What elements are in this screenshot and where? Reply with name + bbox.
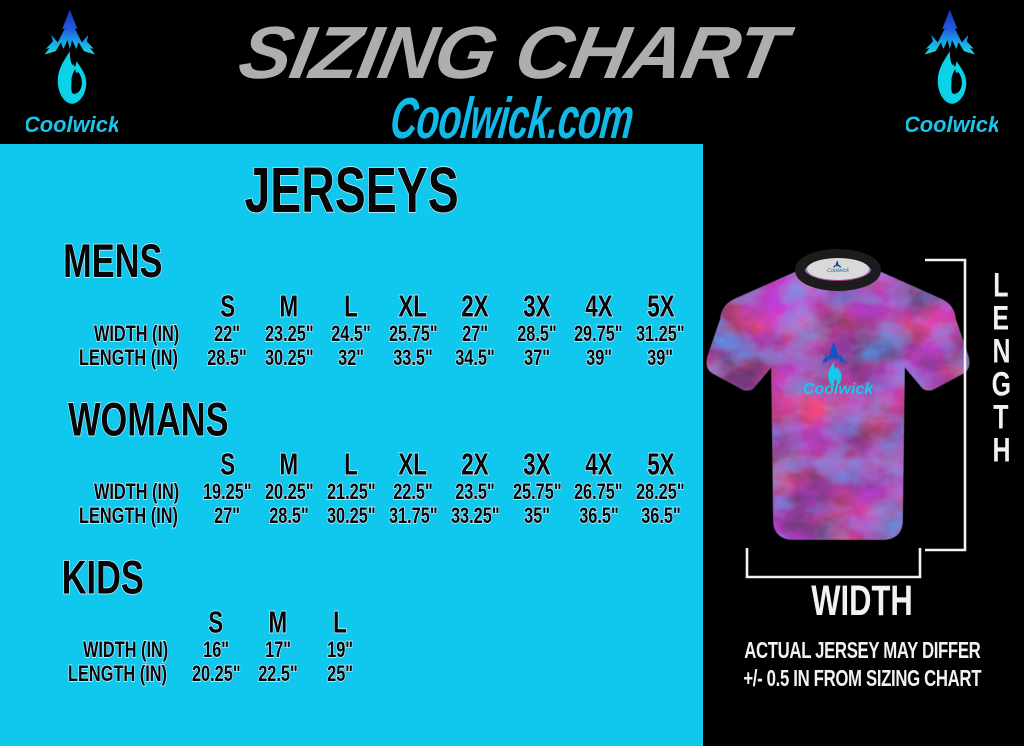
svg-text:Coolwick: Coolwick [827, 268, 849, 274]
svg-text:Coolwick: Coolwick [803, 381, 874, 398]
